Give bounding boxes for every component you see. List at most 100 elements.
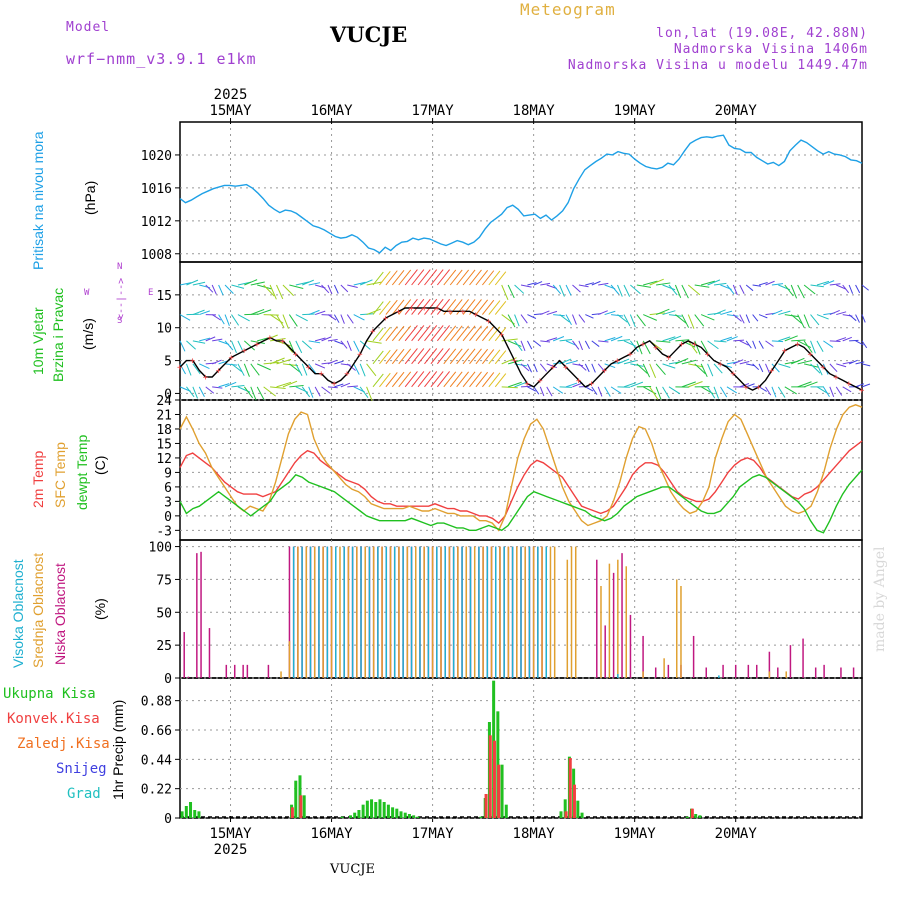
wind-barb (224, 340, 234, 351)
wind-barb (327, 386, 338, 389)
wind-barb (212, 386, 223, 389)
wind-barb (449, 348, 463, 365)
wind-barb (778, 336, 791, 342)
total_precip-bar (403, 812, 407, 818)
wind-barb (565, 360, 578, 365)
wind-barb (475, 325, 489, 342)
wind-barb (797, 381, 812, 388)
wind-speed-marker: + (808, 350, 814, 360)
wind-barb (263, 284, 275, 297)
conv_precip-bar (568, 758, 572, 818)
wind-barb (494, 327, 507, 342)
wind-barb (539, 363, 547, 372)
x-tick-top: 20MAY (715, 103, 758, 119)
wind-barb (739, 340, 749, 346)
wind-barb (391, 371, 405, 388)
wind-barb (205, 284, 214, 293)
wind-barb (488, 270, 501, 286)
wind-barb (417, 325, 431, 342)
wind-barb (250, 363, 260, 376)
wind-speed-marker: + (769, 366, 775, 376)
wind-barb (636, 340, 643, 355)
wind-barb (700, 314, 715, 321)
wind-barb (739, 361, 750, 365)
wind-barb (430, 325, 444, 342)
wind-barb (199, 363, 210, 369)
wind-barb (526, 340, 533, 350)
wind-barb (649, 386, 659, 400)
total_precip-bar (416, 816, 420, 818)
wind-barb (404, 269, 418, 286)
wind-speed-marker: + (344, 370, 350, 380)
lonlat-label: lon,lat (19.08E, 42.88N) (656, 26, 868, 41)
total_precip-bar (386, 804, 390, 818)
wind-barb (443, 325, 457, 342)
wind-barb (546, 337, 558, 342)
wind-barb (302, 313, 315, 316)
wind-barb (559, 386, 573, 388)
wind-barb (334, 340, 344, 345)
wind-barb (829, 386, 835, 398)
total_precip-bar (412, 815, 416, 818)
wind-barb (778, 363, 791, 369)
wind-barb (681, 284, 689, 299)
wind-barb (482, 299, 495, 315)
wind-barb (372, 350, 384, 365)
wind-barb (456, 348, 470, 365)
wind-barb (462, 299, 476, 315)
wind-barb (289, 385, 304, 388)
chart-kind-title: Meteogram (520, 0, 616, 19)
wind-barb (385, 349, 398, 365)
wind-barb (417, 348, 431, 365)
wind-barb (540, 310, 550, 316)
wind-barb (790, 284, 798, 299)
wind-barb (598, 340, 609, 343)
wind-speed-marker: + (396, 307, 402, 317)
wind-barb (674, 284, 682, 299)
wind-speed-marker: + (705, 350, 711, 360)
wind-barb (842, 386, 852, 393)
wind-barb (784, 314, 799, 318)
wind-barb (694, 314, 705, 327)
wind-barb (707, 386, 716, 399)
conv_precip-bar (488, 735, 492, 818)
wind-barb (276, 284, 284, 300)
panel-frame-1 (179, 261, 863, 401)
wind-barb (732, 284, 738, 296)
y-tick-label: 0 (164, 672, 172, 687)
wind-barb (572, 340, 580, 350)
wind-barb (629, 314, 636, 328)
wind-barb (694, 340, 701, 355)
total_precip-bar (694, 814, 698, 818)
wind-barb (263, 386, 276, 397)
wind-barb (192, 309, 205, 316)
wind-barb (391, 299, 405, 315)
wind-barb (308, 340, 321, 344)
wind-barb (404, 298, 418, 315)
wind-barb (385, 270, 398, 286)
wind-barb (314, 363, 326, 369)
total_precip-bar (399, 811, 403, 818)
wind-barb (514, 284, 525, 294)
wind-barb (643, 314, 657, 321)
wind-barb (411, 371, 425, 388)
wind-barb (449, 269, 463, 286)
wind-barb (553, 314, 565, 317)
y-tick-label: 6 (164, 481, 172, 496)
wind-barb (257, 363, 271, 371)
wind-barb (494, 300, 507, 315)
wind-barb (250, 308, 265, 316)
wind-barb (456, 371, 470, 388)
wind-barb (391, 269, 405, 286)
wind-barb (720, 386, 728, 398)
wind-barb (810, 363, 821, 374)
total_precip-bar (197, 811, 201, 818)
y-tick-label: -3 (156, 524, 172, 539)
wind-barb (462, 325, 476, 342)
wind-speed-marker: + (679, 340, 685, 350)
wind-barb (475, 269, 489, 286)
wind-speed-marker: + (627, 350, 633, 360)
wind-speed-marker: + (640, 340, 646, 350)
wind-barb (629, 340, 639, 352)
wind-barb (617, 358, 630, 365)
